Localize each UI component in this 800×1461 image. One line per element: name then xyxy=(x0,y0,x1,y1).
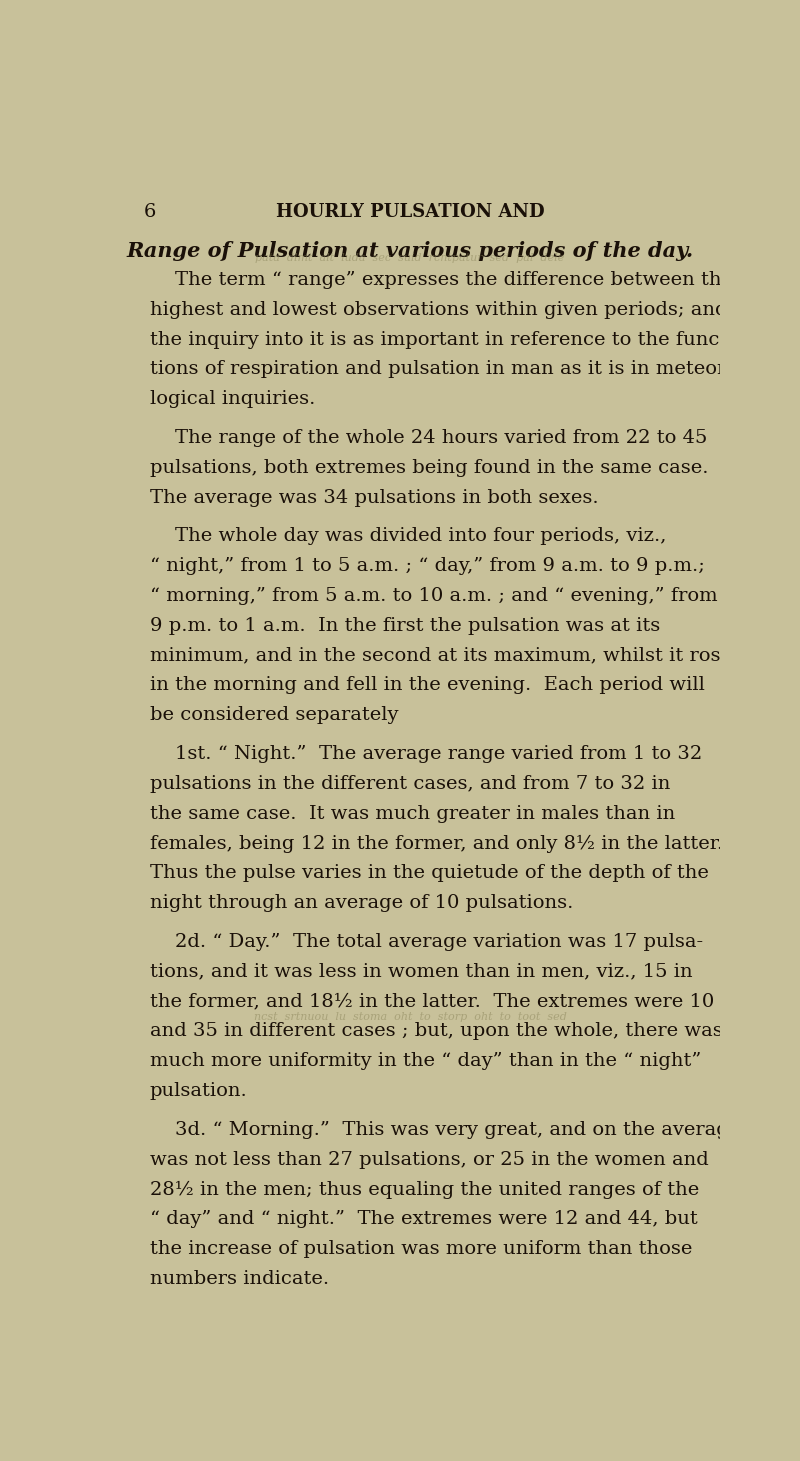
Text: the same case.  It was much greater in males than in: the same case. It was much greater in ma… xyxy=(150,805,675,823)
Text: and 35 in different cases ; but, upon the whole, there was: and 35 in different cases ; but, upon th… xyxy=(150,1023,722,1040)
Text: in the morning and fell in the evening.  Each period will: in the morning and fell in the evening. … xyxy=(150,676,705,694)
Text: HOURLY PULSATION AND: HOURLY PULSATION AND xyxy=(276,203,544,222)
Text: 6: 6 xyxy=(143,203,156,222)
Text: “ day” and “ night.”  The extremes were 12 and 44, but: “ day” and “ night.” The extremes were 1… xyxy=(150,1210,698,1229)
Text: “ morning,” from 5 a.m. to 10 a.m. ; and “ evening,” from: “ morning,” from 5 a.m. to 10 a.m. ; and… xyxy=(150,587,718,605)
Text: The whole day was divided into four periods, viz.,: The whole day was divided into four peri… xyxy=(150,527,666,545)
Text: much more uniformity in the “ day” than in the “ night”: much more uniformity in the “ day” than … xyxy=(150,1052,701,1071)
Text: females, being 12 in the former, and only 8½ in the latter.: females, being 12 in the former, and onl… xyxy=(150,834,722,853)
Text: 1st. “ Night.”  The average range varied from 1 to 32: 1st. “ Night.” The average range varied … xyxy=(150,745,702,763)
Text: range of pulsation was greater in women than in men,: range of pulsation was greater in women … xyxy=(150,1338,688,1357)
Text: pata  dlmt  alt  luda  sec  suid  rcntpatur  sed  pal  dele: pata dlmt alt luda sec suid rcntpatur se… xyxy=(255,253,565,263)
Text: 2d. “ Day.”  The total average variation was 17 pulsa-: 2d. “ Day.” The total average variation … xyxy=(150,934,702,951)
Text: 3d. “ Morning.”  This was very great, and on the average: 3d. “ Morning.” This was very great, and… xyxy=(150,1121,740,1140)
Text: 9 p.m. to 1 a.m.  In the first the pulsation was at its: 9 p.m. to 1 a.m. In the first the pulsat… xyxy=(150,617,660,636)
Text: highest and lowest observations within given periods; and: highest and lowest observations within g… xyxy=(150,301,727,318)
Text: pulsations in the different cases, and from 7 to 32 in: pulsations in the different cases, and f… xyxy=(150,774,670,793)
Text: night through an average of 10 pulsations.: night through an average of 10 pulsation… xyxy=(150,894,573,912)
Text: be considered separately: be considered separately xyxy=(150,706,398,725)
Text: the inquiry into it is as important in reference to the func-: the inquiry into it is as important in r… xyxy=(150,330,726,349)
Text: Range of Pulsation at various periods of the day.: Range of Pulsation at various periods of… xyxy=(126,241,694,260)
Text: the former, and 18½ in the latter.  The extremes were 10: the former, and 18½ in the latter. The e… xyxy=(150,992,714,1011)
Text: “ night,” from 1 to 5 a.m. ; “ day,” from 9 a.m. to 9 p.m.;: “ night,” from 1 to 5 a.m. ; “ day,” fro… xyxy=(150,557,705,576)
Text: pulsations, both extremes being found in the same case.: pulsations, both extremes being found in… xyxy=(150,459,708,476)
Text: The average was 34 pulsations in both sexes.: The average was 34 pulsations in both se… xyxy=(150,488,598,507)
Text: the increase of pulsation was more uniform than those: the increase of pulsation was more unifo… xyxy=(150,1240,692,1258)
Text: numbers indicate.: numbers indicate. xyxy=(150,1270,329,1289)
Text: 4th. “ Evening.”  This is the only period in which the: 4th. “ Evening.” This is the only period… xyxy=(150,1309,695,1327)
Text: pulsation.: pulsation. xyxy=(150,1083,247,1100)
Text: minimum, and in the second at its maximum, whilst it rose: minimum, and in the second at its maximu… xyxy=(150,647,732,665)
Text: ncst  srtnuou  lu  stoma  oht  to  storp  oht  to  toot  sed: ncst srtnuou lu stoma oht to storp oht t… xyxy=(254,1012,566,1023)
Text: 28½ in the men; thus equaling the united ranges of the: 28½ in the men; thus equaling the united… xyxy=(150,1180,699,1198)
Text: The range of the whole 24 hours varied from 22 to 45: The range of the whole 24 hours varied f… xyxy=(150,430,707,447)
Text: was not less than 27 pulsations, or 25 in the women and: was not less than 27 pulsations, or 25 i… xyxy=(150,1151,708,1169)
Text: tions of respiration and pulsation in man as it is in meteoro-: tions of respiration and pulsation in ma… xyxy=(150,361,744,378)
Text: The term “ range” expresses the difference between the: The term “ range” expresses the differen… xyxy=(150,270,733,289)
Text: tions, and it was less in women than in men, viz., 15 in: tions, and it was less in women than in … xyxy=(150,963,692,980)
Text: Thus the pulse varies in the quietude of the depth of the: Thus the pulse varies in the quietude of… xyxy=(150,865,709,882)
Text: logical inquiries.: logical inquiries. xyxy=(150,390,315,408)
